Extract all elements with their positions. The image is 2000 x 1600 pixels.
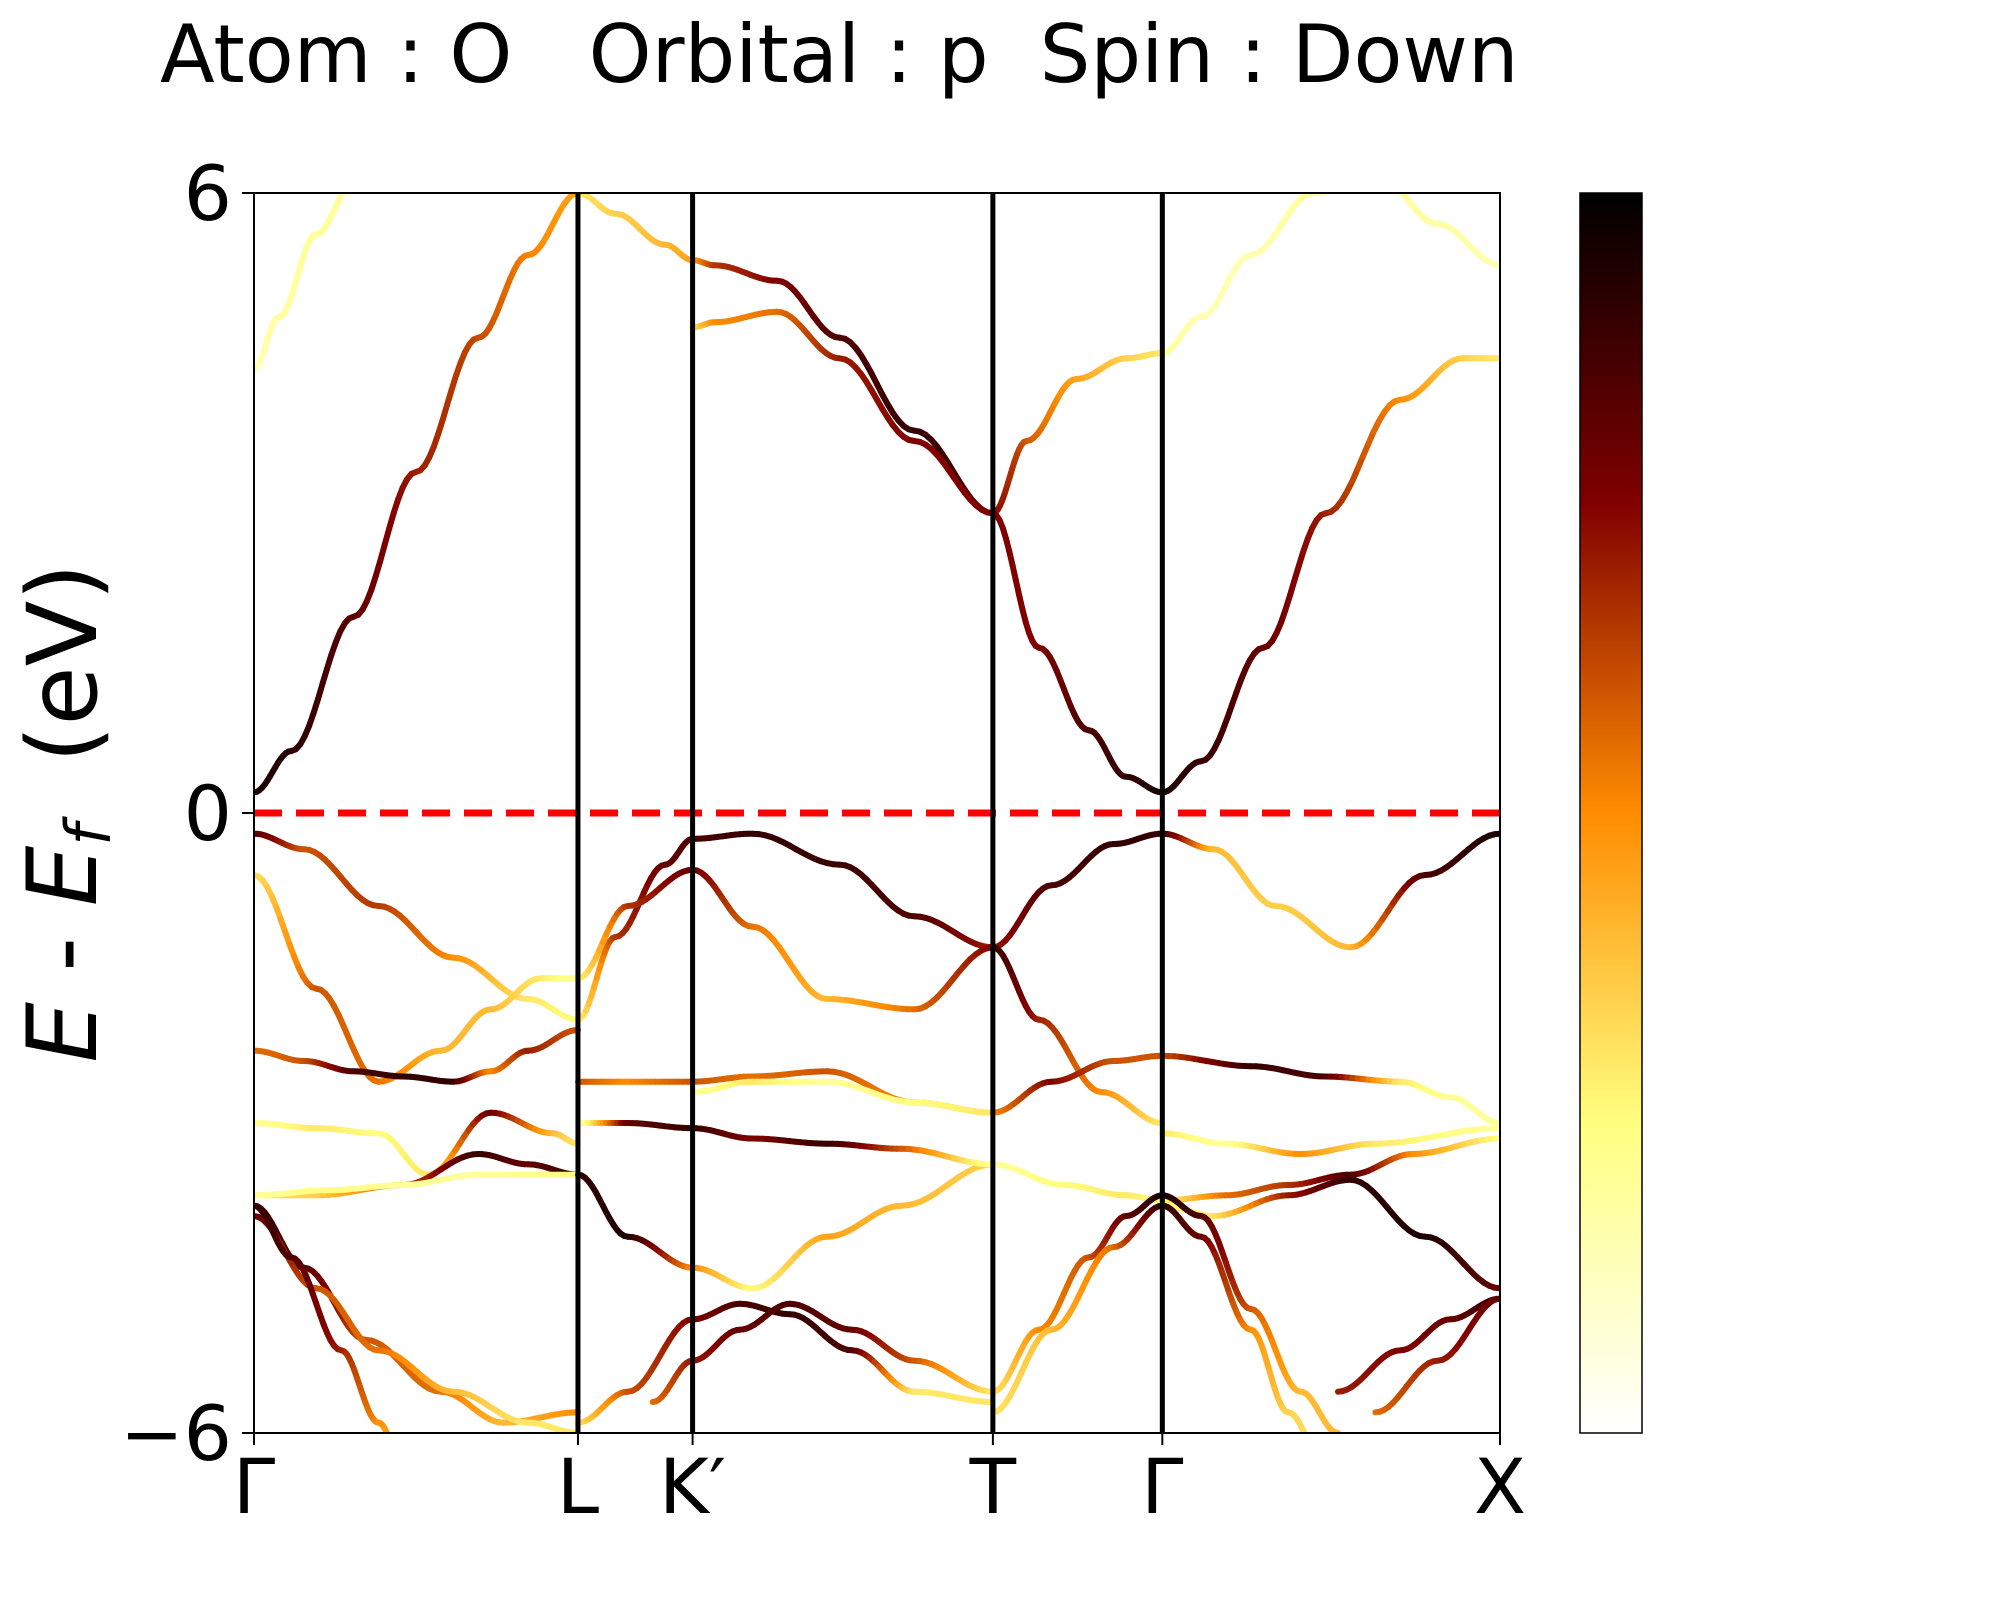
x-tick-label-0: Γ [233, 1442, 275, 1531]
band-27-segment [396, 1456, 398, 1459]
band-1-segment [361, 168, 363, 173]
band-25 [254, 1202, 581, 1426]
x-tick-label-1: L [557, 1442, 599, 1531]
band-1-segment [340, 193, 347, 196]
band-17 [575, 1161, 996, 1292]
band-27-segment [402, 1464, 404, 1465]
band-6-segment [1353, 176, 1358, 178]
band-1-segment [363, 163, 365, 168]
band-6-segment [1362, 173, 1366, 174]
band-31-segment [1307, 1438, 1310, 1444]
band-27 [254, 1202, 404, 1465]
chart-title: Atom : O Orbital : p Spin : Down [160, 8, 1519, 101]
y-tick-label-1: 0 [184, 769, 232, 858]
high-symmetry-lines [575, 193, 1165, 1433]
band-8 [575, 830, 996, 1023]
band-13 [254, 1027, 581, 1085]
band-6-segment [1389, 178, 1393, 182]
band-1-segment [359, 173, 361, 177]
band-21 [989, 1052, 1500, 1126]
x-tick-label-2: K′ [659, 1442, 726, 1531]
band-5 [989, 355, 1500, 796]
colorbar [1579, 192, 1643, 1434]
band-23 [1159, 1125, 1500, 1157]
band-1-segment [370, 141, 372, 146]
band-6-segment [1340, 183, 1345, 185]
band-31-segment [1315, 1454, 1318, 1458]
ylabel-unit: (eV) [7, 563, 119, 824]
band-29 [649, 1300, 996, 1405]
band-2 [575, 193, 996, 517]
band-1-segment [372, 137, 374, 141]
y-tick-label-0: 6 [184, 149, 232, 238]
band-27-segment [391, 1443, 393, 1448]
x-tick-label-5: X [1474, 1442, 1526, 1531]
band-6-segment [1358, 175, 1363, 177]
band-27-segment [400, 1462, 402, 1464]
band-lines [254, 131, 1500, 1465]
band-31-segment [1318, 1458, 1321, 1461]
band-20 [689, 1078, 996, 1116]
band-1-segment [368, 146, 370, 152]
band-19 [575, 1120, 996, 1168]
band-1-segment [356, 180, 358, 182]
band-6-segment [1331, 187, 1336, 189]
band-6 [1159, 172, 1500, 357]
band-6-segment [1380, 173, 1385, 175]
x-axis-ticks: Γ L K′ T Γ X [233, 1433, 1526, 1531]
band-16 [254, 1171, 581, 1199]
ylabel-ef: E [7, 845, 119, 906]
y-tick-label-2: −6 [120, 1389, 232, 1478]
band-1 [254, 131, 379, 372]
band-31-segment [1310, 1444, 1313, 1450]
band-6-segment [1393, 182, 1397, 187]
band-6-segment [1367, 173, 1372, 174]
band-27-segment [395, 1452, 397, 1456]
band-27-segment [393, 1448, 395, 1452]
ylabel-dash: - [7, 906, 119, 1002]
band-6-segment [1344, 180, 1348, 182]
y-axis-ticks: 6 0 −6 [120, 149, 254, 1478]
band-27-segment [384, 1431, 391, 1433]
band-31-segment [1323, 1463, 1326, 1464]
band-1-segment [354, 182, 356, 183]
band-1-segment [364, 157, 366, 163]
band-31-segment [1312, 1449, 1315, 1454]
band-1-segment [351, 183, 354, 184]
x-tick-label-4: Γ [1141, 1442, 1183, 1531]
band-1-segment [348, 183, 351, 185]
band-33 [1372, 1295, 1500, 1416]
band-1-segment [357, 177, 359, 180]
band-6-segment [1375, 172, 1379, 173]
band-18 [575, 1068, 996, 1116]
band-30 [989, 1192, 1341, 1433]
band-1-segment [366, 151, 368, 157]
band-3 [689, 308, 996, 517]
band-6-segment [1398, 193, 1406, 196]
band-6-segment [1324, 193, 1329, 194]
band-1-segment [346, 185, 349, 188]
band-1-segment [375, 132, 377, 134]
band-1-segment [377, 131, 379, 132]
band-9 [989, 830, 1500, 951]
y-axis-label: E - Ef (eV) [7, 563, 125, 1062]
band-6-segment [1335, 185, 1339, 187]
band-1-segment [373, 134, 375, 137]
band-6-segment [1349, 178, 1353, 180]
ylabel-e: E [7, 1002, 119, 1063]
band-7 [254, 830, 581, 1023]
band-31-segment [1320, 1461, 1323, 1463]
band-0 [254, 193, 581, 796]
band-4 [989, 350, 1166, 517]
band-6-segment [1384, 175, 1389, 178]
band-27-segment [389, 1439, 391, 1444]
band-10 [575, 866, 996, 1013]
band-27-segment [398, 1460, 400, 1463]
band-6-segment [1319, 193, 1329, 195]
x-tick-label-3: T [969, 1442, 1017, 1531]
band-32 [1335, 1295, 1500, 1395]
band-31 [989, 1202, 1326, 1464]
band-26 [254, 1213, 581, 1433]
